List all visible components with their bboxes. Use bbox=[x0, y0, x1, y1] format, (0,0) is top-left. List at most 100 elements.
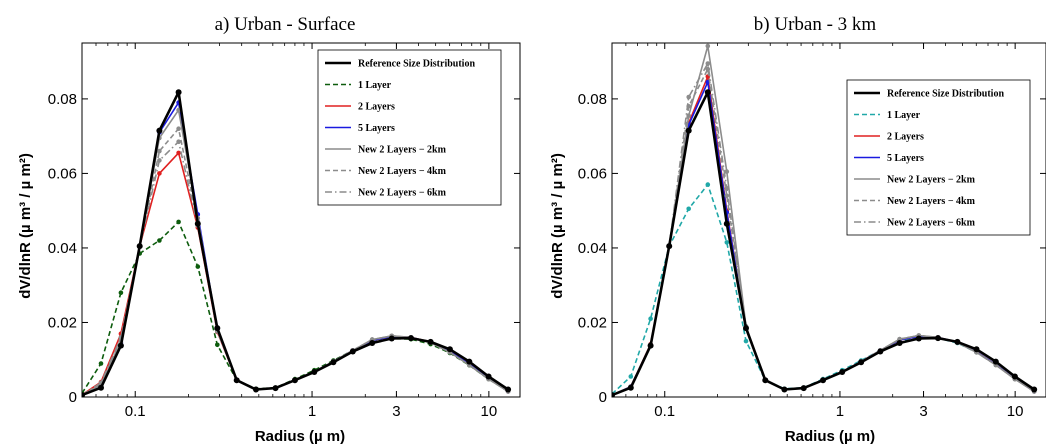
p1-legend-label: Reference Size Distribution bbox=[887, 89, 1004, 100]
p0-y-tick-label: 0.08 bbox=[48, 91, 77, 108]
p0-series-point bbox=[157, 148, 162, 154]
panel-a-ylabel: dV/dlnR (µ m³ / µ m²) bbox=[17, 153, 34, 299]
p0-series-point bbox=[157, 158, 162, 163]
p0-series-point bbox=[214, 325, 221, 332]
p0-series-point bbox=[446, 346, 453, 353]
p1-series-point bbox=[915, 335, 922, 342]
p1-series-point bbox=[743, 338, 749, 344]
p1-y-tick-label: 0.02 bbox=[578, 314, 607, 331]
p0-legend-label: Reference Size Distribution bbox=[358, 59, 475, 70]
p1-series-point bbox=[935, 335, 941, 342]
p0-x-tick-label: 0.1 bbox=[125, 403, 146, 420]
p0-series-point bbox=[176, 126, 181, 131]
p1-series-point bbox=[858, 359, 865, 366]
p1-y-tick-label: 0.06 bbox=[578, 165, 607, 182]
p1-x-tick-label: 3 bbox=[919, 403, 927, 420]
p0-series-point bbox=[311, 369, 318, 375]
p0-series-point bbox=[272, 385, 279, 392]
p0-series-point bbox=[82, 392, 85, 397]
p1-y-tick-label: 0 bbox=[599, 389, 607, 406]
p1-legend-label: New 2 Layers − 4km bbox=[887, 196, 976, 207]
p1-series-point bbox=[648, 316, 653, 322]
p0-legend-label: New 2 Layers − 6km bbox=[358, 188, 447, 199]
p0-x-tick-label: 1 bbox=[308, 403, 316, 420]
p0-legend-label: 2 Layers bbox=[358, 102, 395, 113]
p0-series-point bbox=[427, 338, 434, 345]
p0-x-tick-label: 3 bbox=[392, 403, 400, 420]
p1-series-point bbox=[839, 369, 846, 375]
p0-series-point bbox=[117, 342, 124, 349]
panel-urban-surface: a) Urban - Surface Radius (µ m) dV/dlnR … bbox=[17, 14, 521, 445]
p1-legend-label: New 2 Layers − 6km bbox=[887, 218, 976, 229]
p0-series-point bbox=[98, 361, 104, 366]
p1-x-tick-label: 10 bbox=[1007, 403, 1024, 420]
p1-series-point bbox=[724, 240, 730, 245]
p0-series-point bbox=[330, 359, 337, 366]
p0-series-point bbox=[466, 358, 473, 365]
p1-x-tick-label: 0.1 bbox=[654, 403, 675, 420]
p0-x-tick-label: 10 bbox=[481, 403, 498, 420]
p0-series-point bbox=[176, 150, 181, 156]
p1-axes-frame bbox=[611, 42, 1046, 398]
panel-a-xlabel: Radius (µ m) bbox=[255, 428, 345, 445]
p1-series-point bbox=[724, 169, 730, 174]
p1-legend-label: 2 Layers bbox=[887, 132, 924, 143]
p1-series-point bbox=[992, 358, 999, 365]
p1-series-point bbox=[954, 338, 961, 345]
p1-plot-area bbox=[612, 43, 1038, 397]
p1-series-point bbox=[628, 374, 634, 379]
p1-series-point bbox=[705, 182, 711, 187]
p0-series-point bbox=[156, 127, 163, 134]
p0-legend-label: 5 Layers bbox=[358, 123, 395, 134]
p1-series-point bbox=[705, 61, 711, 66]
p0-series-point bbox=[388, 335, 395, 342]
p0-plot-area bbox=[82, 89, 512, 397]
panel-urban-3km: b) Urban - 3 km Radius (µ m) dV/dlnR (µ … bbox=[549, 14, 1046, 445]
p0-series-point bbox=[157, 238, 162, 243]
p1-series-point bbox=[612, 392, 615, 397]
p0-legend-label: New 2 Layers − 4km bbox=[358, 166, 447, 177]
p1-series-point bbox=[762, 377, 769, 384]
p0-series-point bbox=[253, 386, 259, 393]
p1-series-point bbox=[627, 384, 634, 391]
panel-b-xlabel: Radius (µ m) bbox=[785, 428, 875, 445]
p0-series-point bbox=[176, 139, 181, 144]
p1-y-tick-label: 0.08 bbox=[578, 91, 607, 108]
p0-legend-label: 1 Layer bbox=[358, 80, 392, 91]
p0-series-line bbox=[82, 221, 509, 394]
p0-series-point bbox=[233, 377, 240, 384]
p1-series-point bbox=[896, 340, 903, 346]
p0-series-point bbox=[175, 89, 182, 96]
p1-series-point bbox=[685, 127, 692, 134]
p1-legend-label: 1 Layer bbox=[887, 110, 921, 121]
p1-series-point bbox=[723, 220, 730, 227]
p1-series-point bbox=[877, 348, 884, 355]
p1-y-tick-label: 0.04 bbox=[578, 240, 607, 257]
panel-b-title: b) Urban - 3 km bbox=[754, 14, 877, 35]
p1-series-point bbox=[973, 346, 980, 353]
p0-series-point bbox=[195, 264, 201, 269]
p0-series-point bbox=[98, 384, 104, 391]
p1-series-point bbox=[820, 377, 826, 384]
p1-x-tick-label: 1 bbox=[836, 403, 844, 420]
p1-series-point bbox=[666, 243, 673, 250]
p1-series-point bbox=[704, 89, 711, 96]
p1-series-point bbox=[781, 386, 788, 393]
panel-a-title: a) Urban - Surface bbox=[215, 14, 356, 35]
p0-y-tick-label: 0 bbox=[69, 389, 77, 406]
p1-series-point bbox=[1011, 373, 1018, 380]
p1-series-point bbox=[724, 186, 730, 191]
p0-series-point bbox=[118, 290, 124, 296]
p0-series-point bbox=[291, 377, 298, 384]
p1-series-point bbox=[800, 385, 807, 392]
p1-series-point bbox=[705, 43, 711, 49]
p0-series-point bbox=[136, 243, 143, 250]
p0-legend: Reference Size Distribution 1 Layer 2 Laye… bbox=[317, 49, 502, 206]
p0-y-tick-label: 0.04 bbox=[48, 240, 77, 257]
p0-series-point bbox=[485, 373, 492, 380]
p0-series-point bbox=[369, 340, 376, 346]
p0-series-point bbox=[408, 335, 414, 342]
panel-b-ylabel: dV/dlnR (µ m³ / µ m²) bbox=[549, 153, 566, 299]
p1-legend: Reference Size Distribution 1 Layer 2 Laye… bbox=[846, 79, 1031, 236]
